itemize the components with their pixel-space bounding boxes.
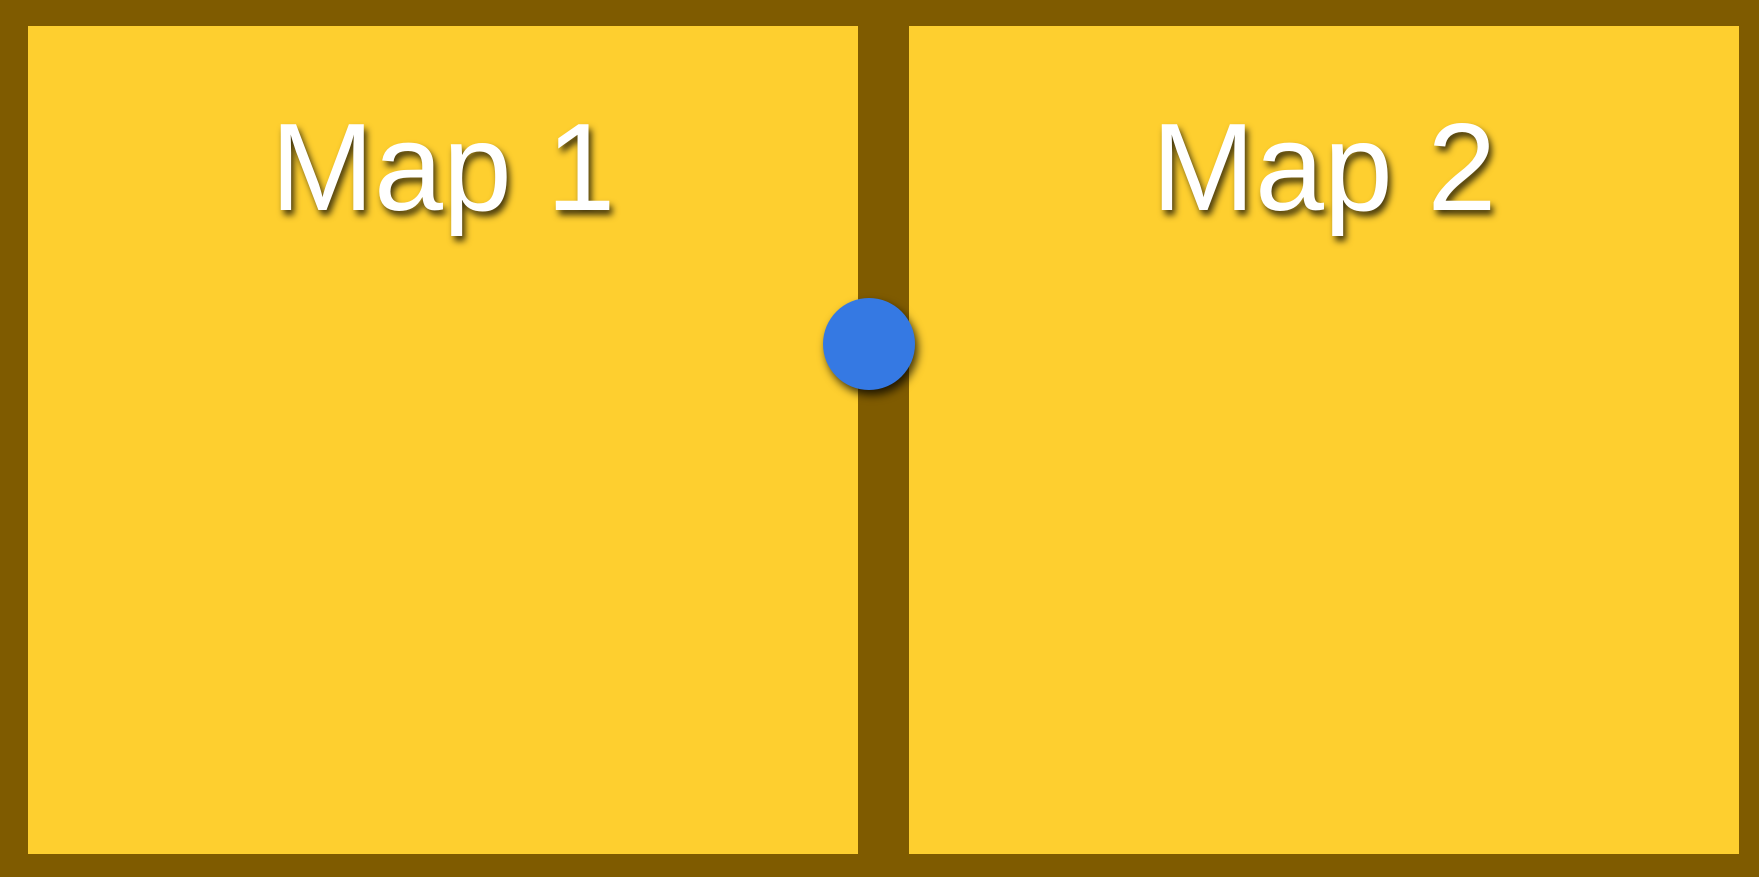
connector-dot-icon[interactable] <box>823 298 915 390</box>
map-2-title: Map 2 <box>1151 99 1497 237</box>
map-panel-1[interactable]: Map 1 <box>28 26 858 854</box>
map-panel-2[interactable]: Map 2 <box>909 26 1739 854</box>
map-1-title: Map 1 <box>270 99 616 237</box>
